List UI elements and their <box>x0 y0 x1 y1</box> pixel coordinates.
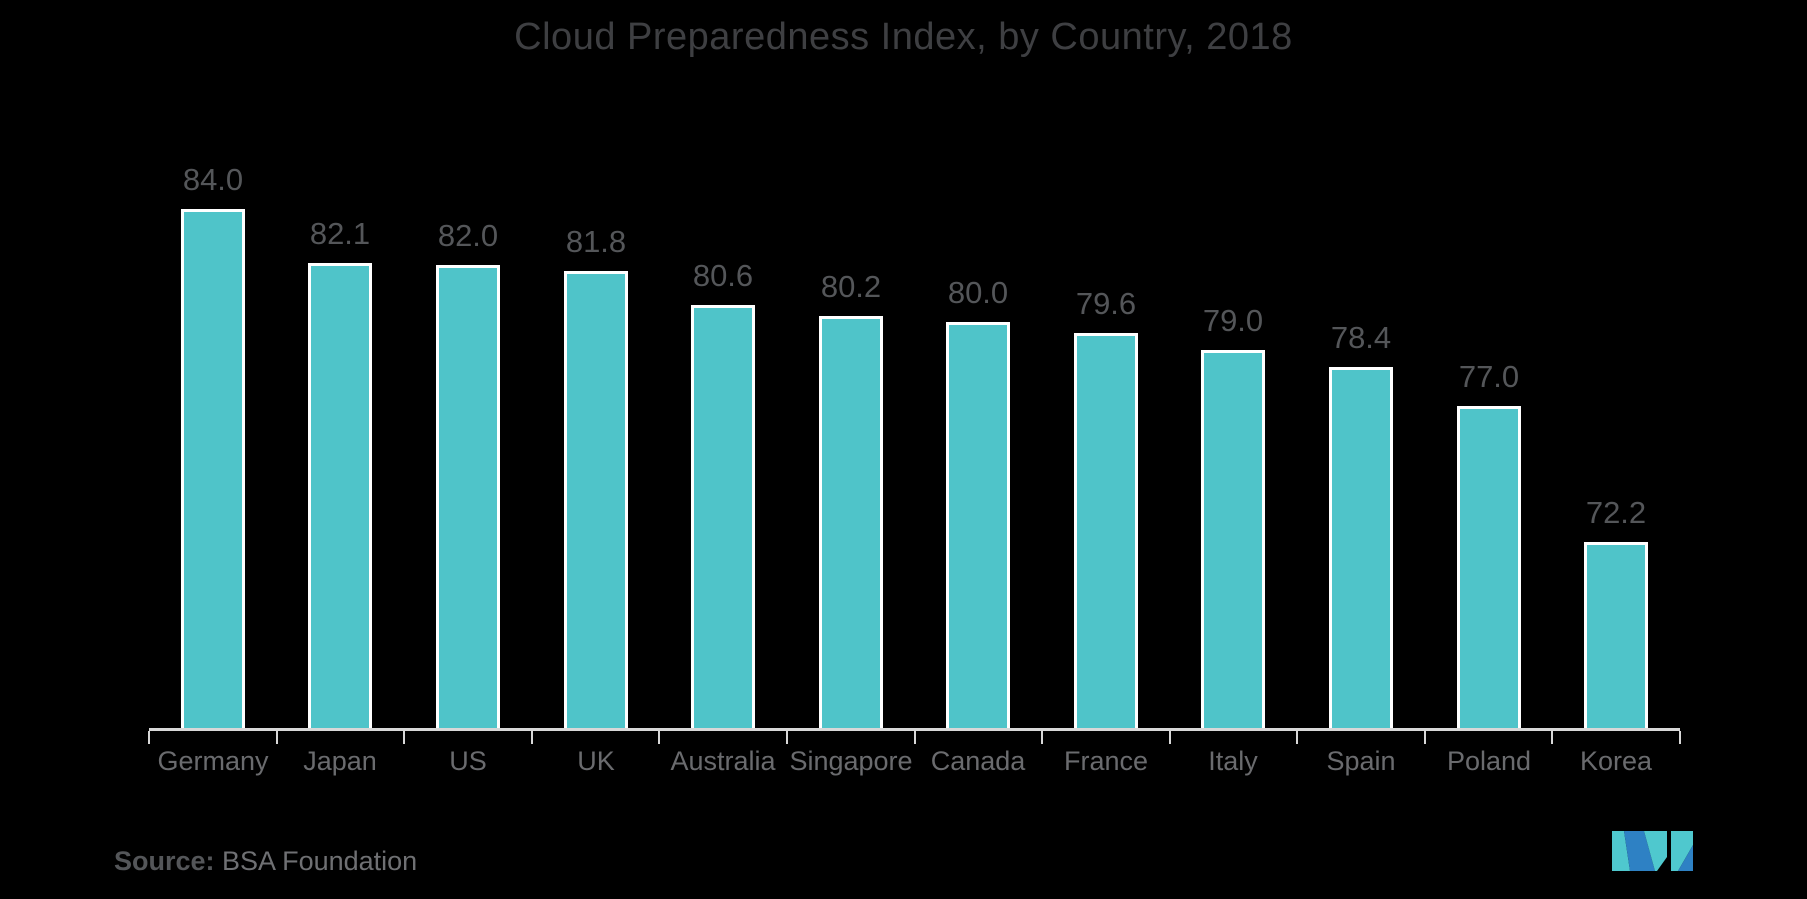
bar-value-label: 79.6 <box>1075 286 1137 321</box>
bar-canada <box>946 322 1010 728</box>
x-axis-tick <box>785 731 788 744</box>
category-label: France <box>1063 746 1149 776</box>
category-label: Germany <box>157 746 269 776</box>
x-axis-tick <box>148 731 150 744</box>
bar-value-label: 77.0 <box>1458 359 1520 394</box>
category-label: Singapore <box>789 746 913 776</box>
bar-poland <box>1457 406 1521 728</box>
x-axis-tick <box>530 731 533 744</box>
bar-value-label: 80.2 <box>820 269 882 304</box>
source-note: Source: BSA Foundation <box>114 846 417 877</box>
category-label: Canada <box>930 746 1026 776</box>
bar-value-label: 80.6 <box>692 258 754 293</box>
bar-value-label: 78.4 <box>1330 320 1392 355</box>
x-axis-tick <box>1041 731 1044 744</box>
bar-value-label: 79.0 <box>1202 303 1264 338</box>
category-label: Korea <box>1579 746 1653 776</box>
source-label: Source: <box>114 846 215 876</box>
bar-value-label: 82.0 <box>437 218 499 253</box>
x-axis-line <box>149 728 1680 731</box>
bar-australia <box>691 305 755 728</box>
category-label: Italy <box>1208 746 1258 776</box>
source-text: BSA Foundation <box>214 846 418 876</box>
x-axis-tick <box>1551 731 1554 744</box>
bar-singapore <box>819 316 883 728</box>
mordor-intelligence-logo <box>1612 831 1693 871</box>
category-label: Japan <box>303 746 377 776</box>
x-axis-tick <box>1296 731 1299 744</box>
bar-value-label: 81.8 <box>565 224 627 259</box>
bar-japan <box>308 263 372 728</box>
category-label: UK <box>577 746 615 776</box>
x-axis-tick <box>913 731 916 744</box>
bar-italy <box>1201 350 1265 728</box>
bar-korea <box>1584 542 1648 728</box>
x-axis-tick <box>1168 731 1171 744</box>
bar-spain <box>1329 367 1393 728</box>
chart-title: Cloud Preparedness Index, by Country, 20… <box>514 16 1293 58</box>
bar-uk <box>564 271 628 728</box>
x-axis-tick <box>1423 731 1426 744</box>
category-label: Australia <box>670 746 776 776</box>
category-label: Poland <box>1446 746 1532 776</box>
bar-value-label: 84.0 <box>182 162 244 197</box>
category-label: US <box>449 746 487 776</box>
category-label: Spain <box>1326 746 1396 776</box>
bar-value-label: 80.0 <box>947 275 1009 310</box>
bar-us <box>436 265 500 728</box>
x-axis-tick <box>275 731 278 744</box>
bar-france <box>1074 333 1138 728</box>
x-axis-tick <box>1679 731 1681 744</box>
bar-value-label: 82.1 <box>309 216 371 251</box>
x-axis-tick <box>658 731 661 744</box>
x-axis-tick <box>403 731 406 744</box>
bar-germany <box>181 209 245 728</box>
bar-value-label: 72.2 <box>1585 495 1647 530</box>
